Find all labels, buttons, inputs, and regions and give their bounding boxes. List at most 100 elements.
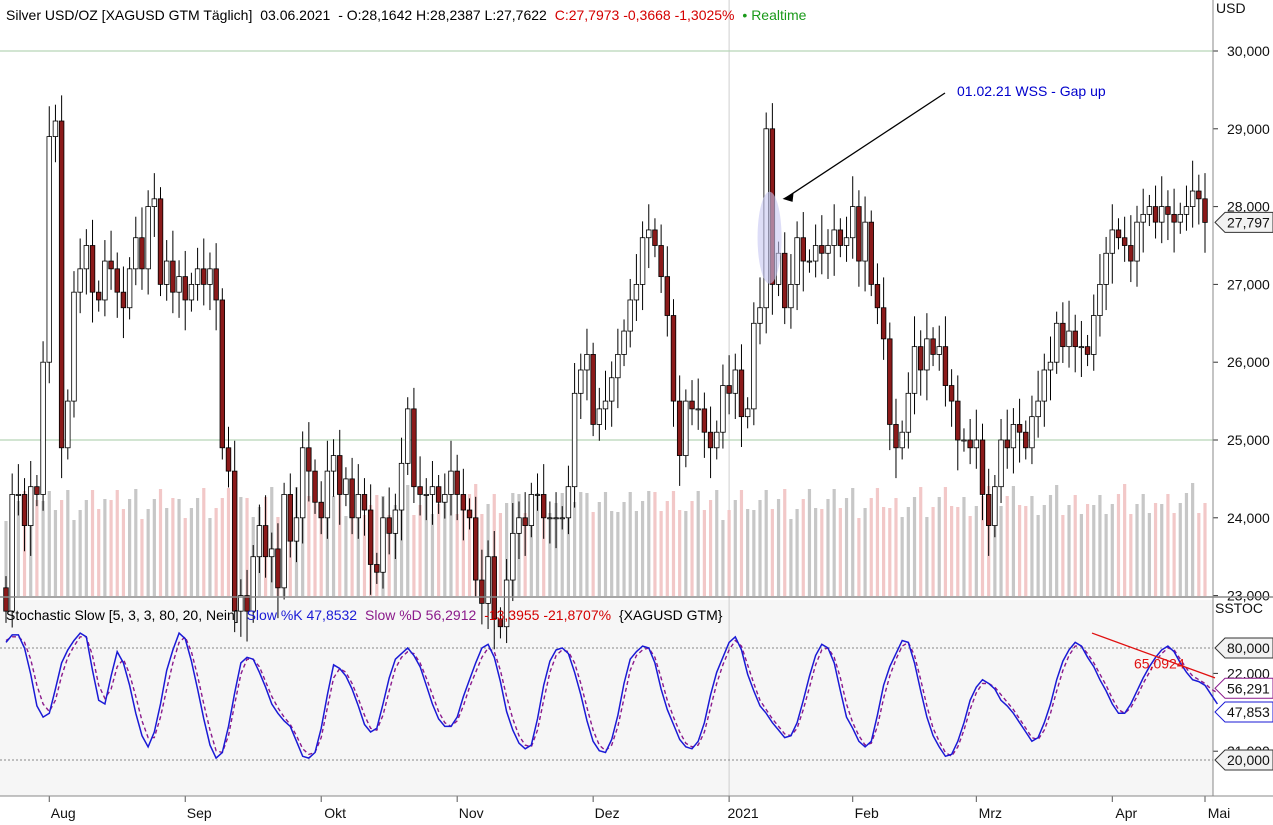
volume-bar [418, 505, 422, 596]
indicator-plot-area [0, 600, 1213, 796]
volume-bar [801, 499, 805, 596]
gap-highlight [757, 191, 782, 284]
volume-bar [789, 519, 793, 596]
volume-bar [1184, 493, 1189, 596]
candle-body [9, 494, 15, 612]
candle-body [1041, 369, 1048, 402]
volume-bar [708, 500, 713, 596]
volume-bar [356, 496, 360, 596]
candle-body [985, 494, 992, 526]
volume-bar [134, 489, 138, 596]
volume-bar [832, 489, 836, 596]
volume-bar [387, 515, 391, 596]
volume-bar [962, 497, 966, 596]
volume-bar [1135, 504, 1139, 596]
candle-body [497, 618, 504, 628]
price-axis-title: USD [1216, 0, 1246, 16]
candle-body [646, 229, 652, 239]
volume-bar [863, 508, 867, 596]
candle-body [837, 229, 844, 246]
candle-body [714, 431, 720, 449]
price-chart-header: Silver USD/OZ [XAGUSD GTM Täglich] 03.06… [6, 7, 810, 23]
candle-body [973, 439, 980, 449]
candle-body [398, 462, 405, 511]
candle-body [924, 338, 930, 371]
volume-bar [659, 511, 663, 596]
indicator-header: Stochastic Slow [5, 3, 3, 80, 20, Nein] … [6, 607, 726, 623]
volume-bar [449, 495, 453, 596]
volume-bar [752, 510, 756, 596]
volume-bar [776, 499, 781, 596]
x-tick-label: Okt [324, 805, 346, 821]
volume-bar [1110, 504, 1114, 596]
candle-body [726, 385, 732, 394]
candle-body [1183, 206, 1190, 215]
candle-body [485, 556, 491, 604]
candle-body [720, 385, 726, 433]
volume-bar [869, 498, 873, 596]
candle-body [21, 494, 28, 526]
candle-body [757, 307, 763, 324]
candle-body [516, 517, 522, 534]
volume-bar [1191, 483, 1195, 596]
candle-body [534, 494, 541, 496]
volume-bar [597, 502, 601, 596]
candle-body [151, 198, 158, 208]
volume-bar [146, 509, 150, 596]
candle-body [163, 260, 170, 285]
volume-bar [245, 498, 249, 596]
candle-body [114, 268, 120, 293]
candle-body [918, 346, 924, 371]
volume-bar [78, 510, 82, 596]
volume-bar [1147, 513, 1151, 596]
candle-body [553, 517, 559, 520]
candle-body [1115, 229, 1122, 239]
candle-body [287, 494, 293, 542]
candle-body [318, 501, 324, 519]
candle-body [423, 494, 429, 496]
candle-body [417, 486, 423, 495]
indicator-k-value: Slow %K 47,8532 [246, 607, 358, 623]
volume-bar [1203, 503, 1207, 596]
header-change: C:27,7973 -0,3668 -1,3025% [554, 7, 735, 23]
indicator-symbol: {XAGUSD GTM} [618, 607, 723, 623]
candle-body [299, 447, 306, 519]
volume-bar [313, 497, 317, 596]
indicator-name: Stochastic Slow [5, 3, 3, 80, 20, Nein] [6, 607, 239, 623]
candle-body [89, 245, 96, 293]
volume-bar [640, 501, 645, 596]
candle-body [887, 338, 893, 425]
candle-body [825, 245, 831, 254]
candle-body [460, 494, 467, 511]
candle-body [782, 252, 788, 309]
volume-bar [189, 508, 194, 596]
volume-bar [97, 509, 101, 596]
candle-body [961, 439, 967, 442]
candle-body [40, 361, 46, 495]
price-tick-label: 24,000 [1227, 510, 1270, 526]
volume-bar [937, 497, 941, 596]
candle-body [850, 206, 856, 239]
volume-bar [1055, 485, 1059, 596]
volume-bar [1005, 496, 1009, 596]
candle-body [1189, 190, 1196, 207]
volume-bar [727, 510, 731, 596]
candle-body [256, 525, 263, 558]
candle-body [540, 494, 547, 519]
candle-body [843, 237, 850, 246]
candle-body [812, 245, 819, 262]
candle-body [367, 509, 374, 565]
volume-bar [195, 498, 200, 596]
candle-body [503, 579, 510, 628]
volume-bar [956, 507, 960, 596]
volume-bar [47, 491, 51, 596]
volume-bar [498, 513, 503, 596]
candle-body [751, 322, 757, 410]
candle-body [732, 369, 738, 394]
volume-bar [591, 512, 595, 596]
candle-body [170, 260, 176, 293]
volume-bar [424, 495, 428, 596]
volume-bar [980, 496, 985, 596]
candle-body [819, 245, 825, 254]
volume-bar [585, 493, 589, 596]
